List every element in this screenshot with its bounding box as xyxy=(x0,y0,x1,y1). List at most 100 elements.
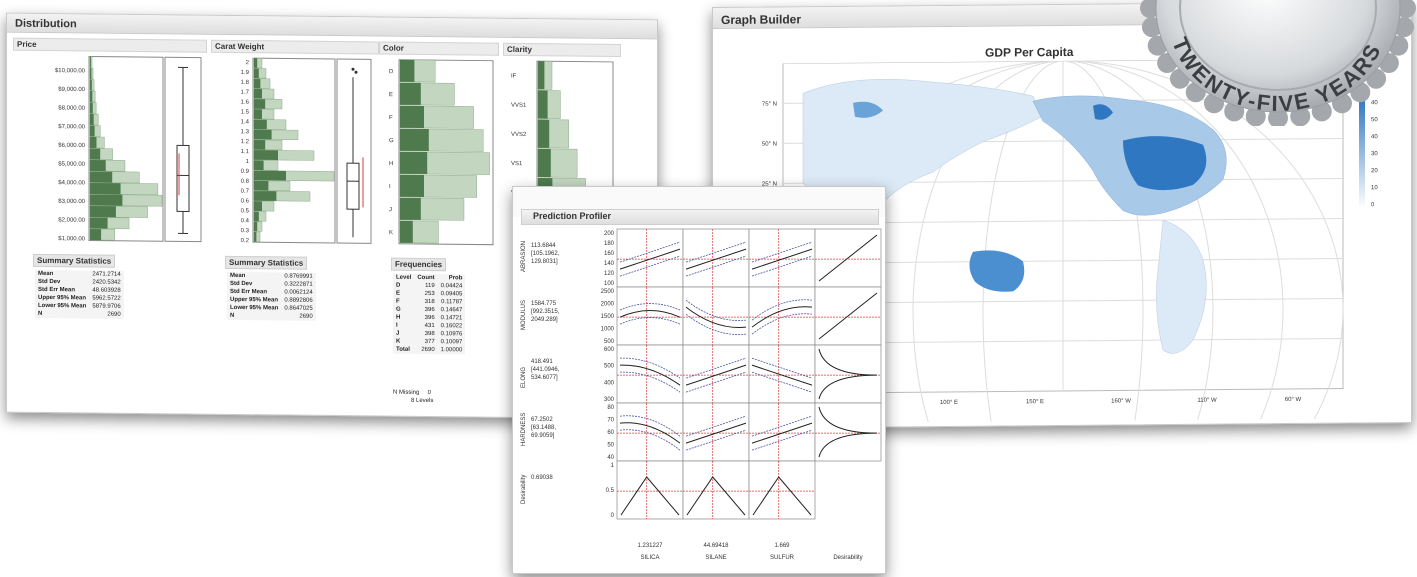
price-tick-label: $5,000.00 xyxy=(58,161,85,167)
response-tick: 1500 xyxy=(601,314,615,320)
table-cell: 0.11787 xyxy=(441,299,463,306)
price-tick-label: $8,000.00 xyxy=(58,105,85,111)
confidence-band-upper xyxy=(619,357,681,379)
response-tick: 140 xyxy=(604,261,615,267)
table-cell: 318 xyxy=(424,298,435,306)
profiler-cell xyxy=(748,286,816,346)
response-ci-high: 2049.289] xyxy=(531,317,558,323)
price-tick-labels: $10,000.00 $9,000.00 $8,000.00 $7,000.00 $6,… xyxy=(55,68,86,242)
price-hist-bar-selected xyxy=(90,113,94,126)
price-hist-bar-selected xyxy=(90,136,97,149)
price-tick-label: $10,000.00 xyxy=(55,68,86,74)
carat-tick-label: 1.6 xyxy=(241,100,250,106)
response-tick: 1000 xyxy=(601,327,615,333)
carat-tick-label: 1.1 xyxy=(241,149,250,155)
usa-land xyxy=(1123,136,1207,191)
carat-summary-title[interactable]: Summary Statistics xyxy=(225,255,308,270)
confidence-band-lower xyxy=(751,371,813,393)
carat-tick-labels: 2 1.9 1.8 1.7 1.6 1.5 1.4 1.3 1.2 1.1 1 0.9 0.8 0.7 0.… xyxy=(241,60,250,244)
price-hist-bar-selected xyxy=(90,182,121,195)
response-tick: 0.5 xyxy=(606,488,615,494)
price-tick-label: $4,000.00 xyxy=(58,180,85,186)
legend-value: 0 xyxy=(1371,202,1375,208)
profiler-cell xyxy=(748,344,816,404)
legend-value: 10 xyxy=(1371,185,1378,191)
gdp-map[interactable]: 40 50 40 30 20 10 0 75° N 50° N 25° N 100° E 150°… xyxy=(733,58,1412,424)
price-hist-bar-selected xyxy=(90,125,95,137)
graph-builder-window: Graph Builder GDP Per Capita xyxy=(712,0,1412,430)
carat-tick-label: 0.6 xyxy=(241,198,250,204)
profiler-cell xyxy=(616,228,684,288)
profiler-cell xyxy=(814,402,882,462)
desirability-function xyxy=(818,406,878,458)
carat-tick-label: 1.8 xyxy=(241,80,250,86)
price-histogram[interactable]: $10,000.00 $9,000.00 $8,000.00 $7,000.00 $6,… xyxy=(13,54,203,248)
table-header-cell: Prob xyxy=(448,275,463,282)
carat-hist-bar-selected xyxy=(254,109,262,120)
confidence-band-upper xyxy=(685,241,747,263)
price-hist-bar-selected xyxy=(90,159,106,172)
table-cell: 398 xyxy=(424,330,435,338)
profiler-cell xyxy=(814,344,882,404)
response-value: 1584.775 xyxy=(531,301,557,307)
graph-builder-title: Graph Builder xyxy=(721,12,802,27)
carat-panel-label[interactable]: Carat Weight xyxy=(211,39,379,55)
confidence-band-lower xyxy=(751,255,813,277)
clarity-level-label: VVS1 xyxy=(511,103,527,109)
table-row: N 2690 xyxy=(227,312,316,321)
profiler-cell xyxy=(748,228,816,288)
price-summary-title[interactable]: Summary Statistics xyxy=(33,253,116,268)
table-cell: E xyxy=(396,290,401,297)
profiler-cell xyxy=(682,402,750,462)
response-tick: 600 xyxy=(604,347,615,353)
frequencies-title[interactable]: Frequencies xyxy=(391,257,447,272)
desirability-trace xyxy=(620,476,680,516)
profiler-title-bar[interactable] xyxy=(521,209,879,225)
table-cell: 377 xyxy=(424,338,435,346)
carat-hist-bar-selected xyxy=(254,139,266,150)
table-row: Lower 95% Mean 0.8647025 xyxy=(227,304,316,313)
response-tick: 60 xyxy=(607,430,614,436)
confidence-band-upper xyxy=(751,415,813,437)
carat-hist-bar-selected xyxy=(254,201,262,212)
response-value: 113.6844 xyxy=(531,243,556,249)
table-cell: 1.00000 xyxy=(440,347,463,354)
price-panel-label[interactable]: Price xyxy=(13,37,207,53)
response-tick: 400 xyxy=(604,380,615,386)
carat-histogram[interactable]: 2 1.9 1.8 1.7 1.6 1.5 1.4 1.3 1.2 1.1 1 0.9 0.8 0.7 0.… xyxy=(213,56,383,250)
carat-hist-bar-selected xyxy=(254,78,261,89)
desirability-trace xyxy=(752,476,812,516)
color-bar-selected xyxy=(400,220,413,243)
factor-name: SILICA xyxy=(640,555,659,561)
table-cell: 396 xyxy=(424,306,435,314)
color-bar-chart[interactable]: D E F G H I J K xyxy=(379,57,497,250)
confidence-band-upper xyxy=(619,303,681,311)
price-hist-bar-selected xyxy=(90,194,123,206)
clarity-level-label: VS1 xyxy=(511,161,523,167)
longitude-labels: 100° E 150° E 160° W 110° W 60° W xyxy=(940,397,1302,406)
color-panel-label[interactable]: Color xyxy=(379,41,499,56)
distribution-header[interactable] xyxy=(7,13,657,40)
seal-ring xyxy=(1179,0,1377,91)
clarity-panel-label[interactable]: Clarity xyxy=(503,42,621,58)
color-bar-selected xyxy=(400,105,424,128)
table-cell: 0.8647025 xyxy=(284,305,313,312)
carat-tick-label: 1.2 xyxy=(241,139,250,145)
table-cell: 396 xyxy=(424,314,435,322)
response-value: 67.2502 xyxy=(531,417,553,423)
confidence-band-upper xyxy=(619,415,681,437)
profiler-grid[interactable]: ABRASION 113.6844[105.1962,129.8031]20018… xyxy=(513,227,885,573)
table-cell: 431 xyxy=(424,322,435,330)
response-name: MODULUS xyxy=(521,300,527,330)
carat-hist-bar-selected xyxy=(254,221,258,232)
prediction-trace xyxy=(619,364,681,386)
carat-hist-bar-selected xyxy=(254,88,262,99)
seal-tooth xyxy=(1140,0,1160,18)
prediction-trace xyxy=(685,422,747,444)
price-hist-bar-selected xyxy=(90,90,93,102)
color-level-label: G xyxy=(389,138,394,144)
table-cell: 119 xyxy=(425,282,435,290)
response-value: 0.69038 xyxy=(531,475,553,481)
response-tick: 180 xyxy=(604,241,615,247)
profiler-cell xyxy=(682,286,750,346)
